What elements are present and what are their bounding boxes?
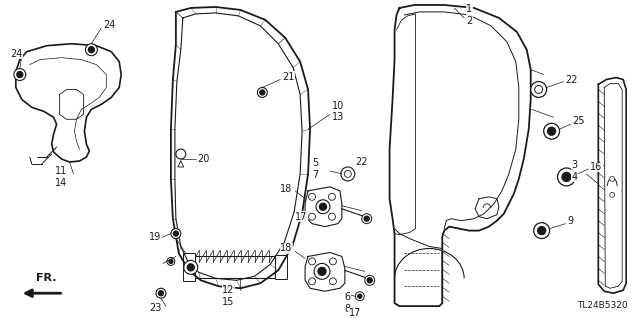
- Text: 17: 17: [349, 308, 361, 318]
- Circle shape: [173, 231, 179, 236]
- Circle shape: [355, 292, 364, 301]
- Circle shape: [184, 260, 198, 274]
- Text: 22: 22: [566, 75, 578, 85]
- Circle shape: [557, 168, 575, 186]
- Circle shape: [538, 226, 546, 234]
- Circle shape: [344, 170, 351, 177]
- Circle shape: [167, 257, 175, 265]
- Circle shape: [364, 216, 369, 221]
- Circle shape: [176, 149, 186, 159]
- Circle shape: [543, 123, 559, 139]
- Circle shape: [308, 258, 316, 265]
- Circle shape: [367, 278, 372, 283]
- Text: 6
8: 6 8: [345, 293, 351, 314]
- Circle shape: [159, 291, 163, 296]
- Text: 17: 17: [295, 212, 308, 222]
- Text: 23: 23: [149, 303, 161, 313]
- Circle shape: [534, 85, 543, 93]
- Circle shape: [171, 229, 181, 239]
- Circle shape: [308, 193, 316, 200]
- Circle shape: [188, 264, 195, 271]
- Circle shape: [534, 223, 550, 239]
- Bar: [183, 254, 195, 281]
- Bar: [275, 256, 287, 279]
- Text: 18: 18: [280, 184, 292, 194]
- Text: 19: 19: [149, 232, 161, 241]
- Text: TL24B5320: TL24B5320: [577, 301, 628, 310]
- Circle shape: [610, 192, 614, 197]
- Circle shape: [330, 258, 337, 265]
- Circle shape: [14, 69, 26, 80]
- Text: FR.: FR.: [36, 273, 57, 283]
- Text: 1
2: 1 2: [466, 4, 472, 26]
- Text: 21: 21: [282, 71, 294, 82]
- Text: 12
15: 12 15: [222, 286, 235, 307]
- Circle shape: [314, 263, 330, 279]
- Text: 25: 25: [572, 116, 585, 126]
- Circle shape: [308, 213, 316, 220]
- Circle shape: [328, 193, 335, 200]
- Text: 22: 22: [355, 157, 367, 167]
- Circle shape: [17, 71, 23, 78]
- Text: 3
4: 3 4: [572, 160, 577, 182]
- Circle shape: [169, 259, 173, 263]
- Circle shape: [562, 173, 571, 182]
- Circle shape: [362, 214, 372, 224]
- Circle shape: [308, 278, 316, 285]
- Circle shape: [531, 82, 547, 97]
- Circle shape: [85, 44, 97, 56]
- Text: 18: 18: [280, 243, 292, 254]
- Text: 5
7: 5 7: [312, 158, 318, 180]
- Text: 24: 24: [10, 49, 22, 59]
- Text: 24: 24: [103, 20, 116, 30]
- Circle shape: [610, 176, 614, 182]
- Circle shape: [341, 167, 355, 181]
- Circle shape: [156, 288, 166, 298]
- Circle shape: [358, 294, 362, 298]
- Circle shape: [88, 47, 94, 53]
- Circle shape: [257, 87, 268, 97]
- Circle shape: [548, 127, 556, 135]
- Text: 16: 16: [590, 162, 603, 172]
- Circle shape: [365, 275, 374, 285]
- Text: 11
14: 11 14: [56, 166, 68, 188]
- Circle shape: [318, 267, 326, 275]
- Bar: [186, 256, 275, 278]
- Circle shape: [328, 213, 335, 220]
- Text: 20: 20: [198, 154, 210, 164]
- Circle shape: [330, 278, 337, 285]
- Text: 9: 9: [568, 216, 573, 226]
- Circle shape: [319, 203, 326, 210]
- Circle shape: [316, 200, 330, 214]
- Text: 10
13: 10 13: [332, 100, 344, 122]
- Circle shape: [260, 90, 265, 95]
